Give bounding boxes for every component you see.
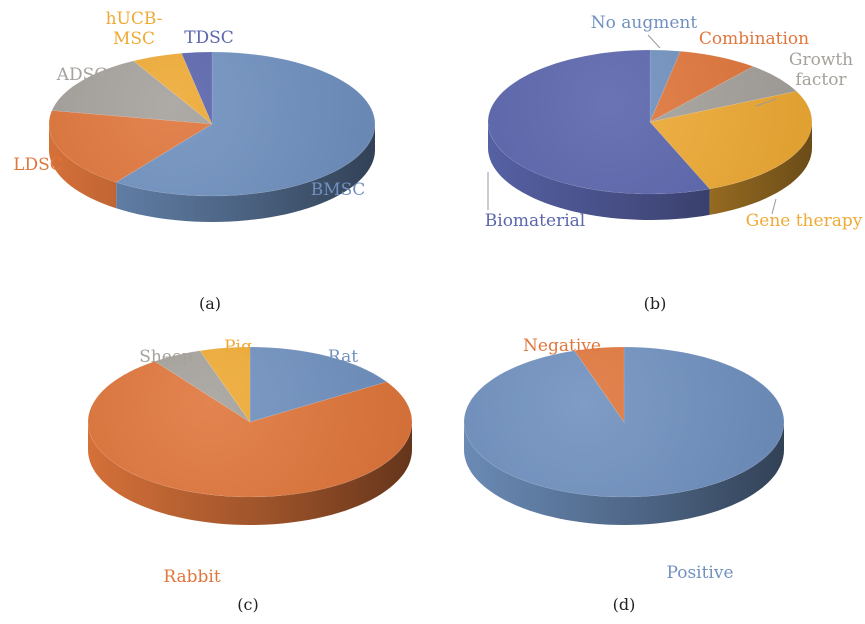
pie-a-body <box>48 51 376 222</box>
pie-d-labels: Positive Negative <box>523 336 733 583</box>
pie-side-positive <box>464 422 784 525</box>
slice-label-combination: Combination <box>699 29 809 49</box>
pie-slice-hucb-msc <box>132 52 213 125</box>
slice-label-rabbit: Rabbit <box>163 567 221 587</box>
pie-slice-adsc <box>51 60 213 125</box>
slice-label-growth-factor: Growth factor <box>789 50 853 90</box>
pie-d-body <box>463 346 785 525</box>
panel-caption-b: (b) <box>644 294 667 313</box>
pie-side-biomaterial <box>488 122 710 220</box>
slice-label-no-augment: No augment <box>591 13 698 33</box>
pie-slice-tdsc <box>181 51 213 125</box>
slice-label-rat: Rat <box>328 347 358 367</box>
pie-slice-pig <box>199 346 251 423</box>
pie-side-rabbit <box>88 422 412 525</box>
slice-label-pig: Pig <box>224 337 252 357</box>
slice-label-biomaterial: Biomaterial <box>485 211 585 231</box>
slice-label-ldsc: LDSC <box>13 155 63 175</box>
pie-slice-ldsc <box>48 110 213 183</box>
pie-b-body <box>487 49 813 220</box>
slice-label-sheep: Sheep <box>139 347 193 367</box>
pie-slice-rabbit <box>87 360 413 498</box>
slice-label-tdsc: TDSC <box>184 28 234 48</box>
slice-label-positive: Positive <box>666 563 733 583</box>
pie-a-labels: BMSC LDSC ADSC hUCB-MSC TDSC <box>13 9 365 200</box>
pie-slice-growth-factor <box>649 66 798 123</box>
leader-line <box>771 198 777 215</box>
slice-label-adsc: ADSC <box>56 65 108 85</box>
pie-slice-rat <box>249 346 388 423</box>
pie-c-labels: Rat Rabbit Sheep Pig <box>139 337 358 587</box>
leader-line <box>647 34 661 49</box>
pie-slice-gene-therapy <box>649 90 813 190</box>
pie-c-body <box>87 346 413 525</box>
leader-line <box>755 98 777 107</box>
pie-slice-biomaterial <box>487 49 711 195</box>
pie-chart-d: Positive Negative (d) <box>463 336 785 614</box>
panel-caption-c: (c) <box>237 595 258 614</box>
pie-side-bmsc <box>116 124 375 222</box>
slice-label-gene-therapy: Gene therapy <box>746 211 863 231</box>
pie-side-gene-therapy <box>709 122 812 215</box>
pie-chart-c: Rat Rabbit Sheep Pig (c) <box>87 337 413 614</box>
pie-slice-sheep <box>154 350 251 423</box>
pie-slice-negative <box>574 346 625 423</box>
pie-slice-bmsc <box>115 51 376 197</box>
pie-side-ldsc <box>49 124 117 209</box>
pie-chart-a: BMSC LDSC ADSC hUCB-MSC TDSC (a) <box>13 9 376 313</box>
panel-caption-d: (d) <box>613 595 636 614</box>
slice-label-negative: Negative <box>523 336 601 356</box>
pie-slice-combination <box>649 50 755 123</box>
slice-label-hucb-msc: hUCB-MSC <box>106 9 163 49</box>
panel-caption-a: (a) <box>199 294 221 313</box>
slice-label-bmsc: BMSC <box>311 180 366 200</box>
